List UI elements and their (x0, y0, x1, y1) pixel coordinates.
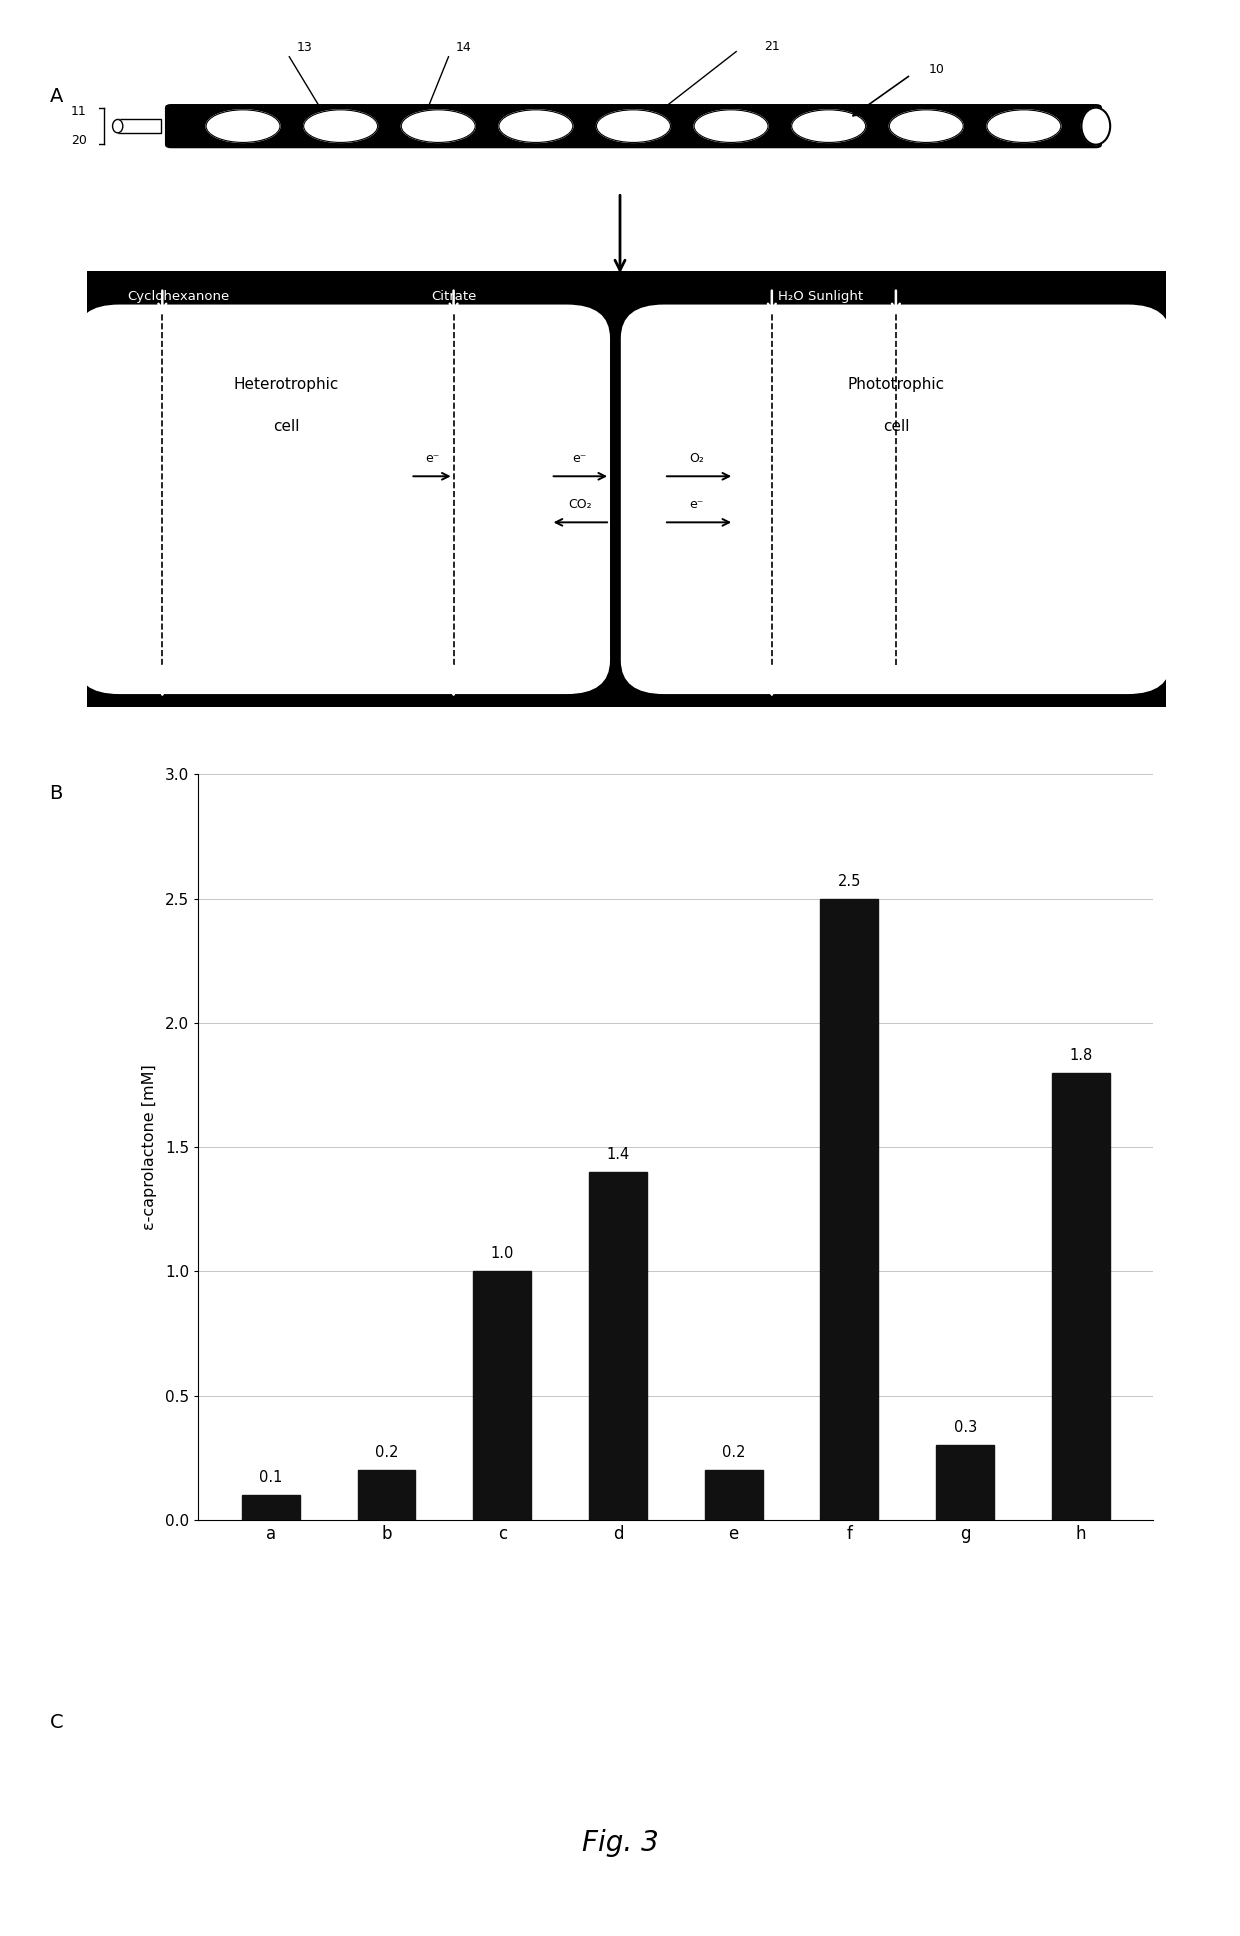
Text: Biomass: Biomass (423, 678, 485, 689)
Text: 11: 11 (71, 105, 87, 118)
Text: 0.2: 0.2 (374, 1444, 398, 1460)
Y-axis label: ε-caprolactone [mM]: ε-caprolactone [mM] (141, 1065, 156, 1229)
Bar (1052, 1073, 1110, 1520)
Ellipse shape (987, 110, 1061, 143)
Text: Citrate: Citrate (432, 290, 476, 302)
Text: e⁻: e⁻ (425, 453, 439, 465)
Text: 20: 20 (71, 134, 87, 147)
Text: 0.1: 0.1 (259, 1469, 283, 1485)
Ellipse shape (498, 110, 573, 143)
Text: 14: 14 (456, 41, 471, 54)
Text: 10: 10 (929, 64, 945, 76)
Text: 1.4: 1.4 (606, 1146, 630, 1162)
Ellipse shape (206, 110, 280, 143)
Ellipse shape (304, 110, 378, 143)
Text: Fig. 3: Fig. 3 (582, 1830, 658, 1857)
Text: Biomass: Biomass (740, 678, 804, 689)
Text: e⁻: e⁻ (573, 453, 587, 465)
FancyBboxPatch shape (166, 105, 1101, 147)
Text: 21: 21 (764, 41, 780, 52)
Bar (704, 1469, 763, 1520)
FancyBboxPatch shape (118, 120, 161, 134)
Ellipse shape (113, 120, 123, 134)
Text: ε-caprolactone: ε-caprolactone (113, 678, 212, 689)
Text: 1.8: 1.8 (1069, 1047, 1092, 1063)
Text: cell: cell (273, 418, 300, 434)
FancyBboxPatch shape (71, 263, 1182, 714)
Text: 2.5: 2.5 (838, 873, 861, 889)
Text: 1.0: 1.0 (491, 1247, 513, 1262)
Text: cell: cell (883, 418, 909, 434)
FancyBboxPatch shape (621, 304, 1171, 695)
Text: Cyclohexanone: Cyclohexanone (128, 290, 229, 302)
Bar (821, 898, 878, 1520)
Text: 0.2: 0.2 (722, 1444, 745, 1460)
Text: A: A (50, 87, 63, 106)
Text: Phototrophic: Phototrophic (847, 378, 945, 391)
Ellipse shape (596, 110, 671, 143)
Ellipse shape (791, 110, 866, 143)
Ellipse shape (889, 110, 963, 143)
Bar (242, 1495, 300, 1520)
Bar (589, 1171, 647, 1520)
Text: H₂O Sunlight: H₂O Sunlight (777, 290, 863, 302)
Bar (936, 1444, 994, 1520)
Text: B: B (50, 784, 63, 803)
Text: O₂: O₂ (689, 453, 704, 465)
Ellipse shape (402, 110, 475, 143)
Bar (357, 1469, 415, 1520)
Text: CO₂: CO₂ (568, 498, 591, 511)
Text: Heterotrophic: Heterotrophic (233, 378, 339, 391)
Bar (474, 1272, 531, 1520)
Ellipse shape (694, 110, 768, 143)
Ellipse shape (1081, 108, 1110, 145)
Text: 13: 13 (296, 41, 312, 54)
FancyBboxPatch shape (76, 304, 610, 695)
Text: 0.3: 0.3 (954, 1421, 977, 1435)
Text: C: C (50, 1713, 63, 1733)
Text: e⁻: e⁻ (689, 498, 703, 511)
